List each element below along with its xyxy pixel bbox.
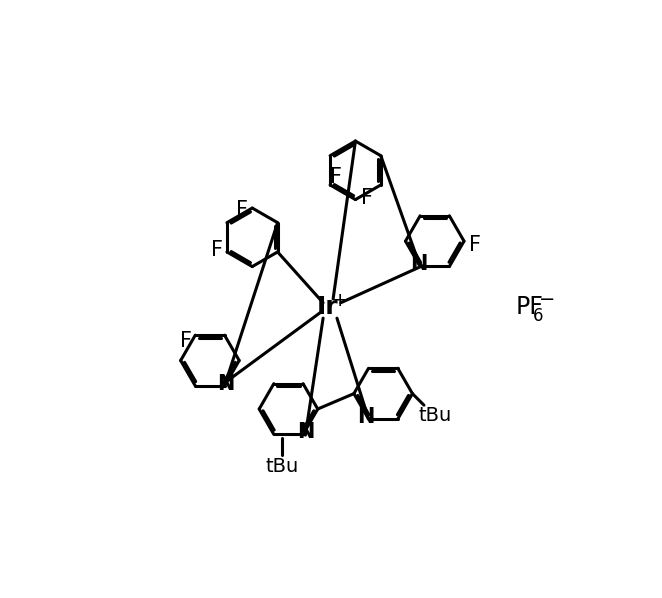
Text: F: F [180,331,192,352]
Text: F: F [469,235,481,255]
Text: N: N [217,374,235,393]
Text: N: N [410,254,427,274]
Text: Ir: Ir [317,295,338,319]
Text: N: N [357,407,375,426]
Text: F: F [361,188,373,208]
Text: tBu: tBu [419,405,452,425]
Text: F: F [236,200,248,219]
Text: 6: 6 [534,307,544,325]
Text: F: F [211,240,223,260]
Text: F: F [330,167,342,187]
Text: +: + [332,291,348,310]
Text: PF: PF [516,295,544,319]
Text: tBu: tBu [265,456,299,475]
Text: N: N [297,422,314,442]
Text: −: − [539,290,555,309]
